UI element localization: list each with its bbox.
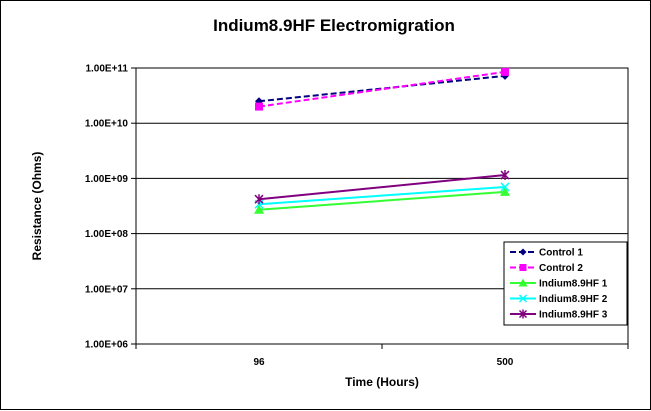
data-point	[518, 309, 528, 319]
data-point	[518, 294, 528, 303]
y-tick-label: 1.00E+09	[85, 174, 129, 185]
y-tick-label: 1.00E+07	[85, 284, 129, 295]
data-point	[518, 278, 528, 287]
legend-label: Indium8.9HF 2	[539, 294, 608, 305]
data-point	[254, 194, 264, 205]
legend-label: Control 1	[539, 248, 583, 259]
data-point	[254, 204, 264, 214]
data-point	[519, 264, 527, 271]
data-point	[500, 186, 510, 196]
data-point	[255, 102, 263, 111]
y-axis-ticks: 1.00E+06 1.00E+07 1.00E+08 1.00E+09 1.00E+10…	[85, 64, 136, 351]
data-point	[501, 67, 509, 76]
y-tick-label: 1.00E+08	[85, 229, 129, 240]
y-tick-label: 1.00E+11	[85, 64, 128, 75]
y-axis-title: Resistance (Ohms)	[30, 152, 44, 261]
series-line	[258, 185, 506, 206]
y-tick-label: 1.00E+10	[85, 119, 129, 130]
series-line	[258, 74, 506, 103]
legend-label: Indium8.9HF 1	[539, 279, 608, 290]
data-point	[519, 248, 527, 256]
series-line	[258, 174, 506, 201]
data-point	[500, 182, 510, 192]
legend: Control 1 Control 2 Indium8.9HF 1 Indium8.9…	[503, 241, 628, 326]
data-point	[500, 170, 510, 181]
chart-title: Indium8.9HF Electromigration	[213, 16, 455, 35]
x-tick-label: 500	[497, 357, 514, 368]
x-tick-label: 96	[253, 357, 265, 368]
legend-label: Indium8.9HF 3	[539, 310, 608, 321]
x-axis-ticks: 96 500	[135, 344, 629, 368]
series-group	[254, 67, 510, 214]
y-tick-label: 1.00E+06	[85, 340, 129, 351]
legend-label: Control 2	[539, 263, 583, 274]
x-axis-title: Time (Hours)	[345, 375, 419, 389]
series-line	[258, 70, 506, 108]
series-line	[258, 190, 506, 211]
